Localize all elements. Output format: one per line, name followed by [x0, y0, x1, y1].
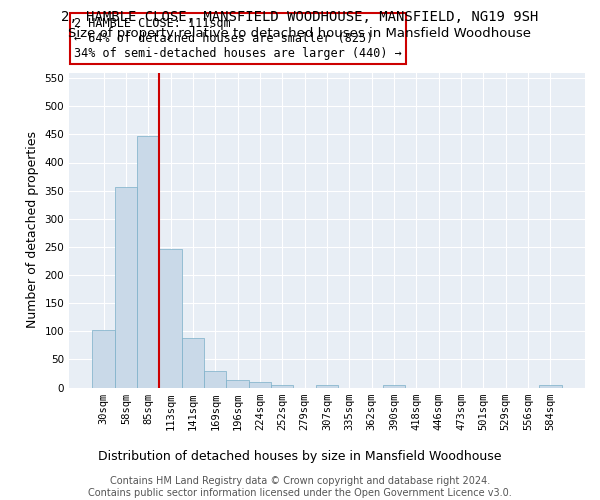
- Text: Distribution of detached houses by size in Mansfield Woodhouse: Distribution of detached houses by size …: [98, 450, 502, 463]
- Bar: [137, 136, 160, 388]
- Bar: [539, 384, 562, 388]
- Text: Size of property relative to detached houses in Mansfield Woodhouse: Size of property relative to detached ho…: [68, 28, 532, 40]
- Bar: [160, 249, 182, 388]
- Text: 2, HAMBLE CLOSE, MANSFIELD WOODHOUSE, MANSFIELD, NG19 9SH: 2, HAMBLE CLOSE, MANSFIELD WOODHOUSE, MA…: [61, 10, 539, 24]
- Bar: [249, 382, 271, 388]
- Bar: [92, 330, 115, 388]
- Bar: [204, 370, 226, 388]
- Text: Contains public sector information licensed under the Open Government Licence v3: Contains public sector information licen…: [88, 488, 512, 498]
- Bar: [383, 384, 405, 388]
- Y-axis label: Number of detached properties: Number of detached properties: [26, 132, 39, 328]
- Text: Contains HM Land Registry data © Crown copyright and database right 2024.: Contains HM Land Registry data © Crown c…: [110, 476, 490, 486]
- Bar: [226, 380, 249, 388]
- Text: 2 HAMBLE CLOSE: 111sqm
← 64% of detached houses are smaller (825)
34% of semi-de: 2 HAMBLE CLOSE: 111sqm ← 64% of detached…: [74, 17, 402, 60]
- Bar: [115, 187, 137, 388]
- Bar: [182, 338, 204, 388]
- Bar: [271, 384, 293, 388]
- Bar: [316, 384, 338, 388]
